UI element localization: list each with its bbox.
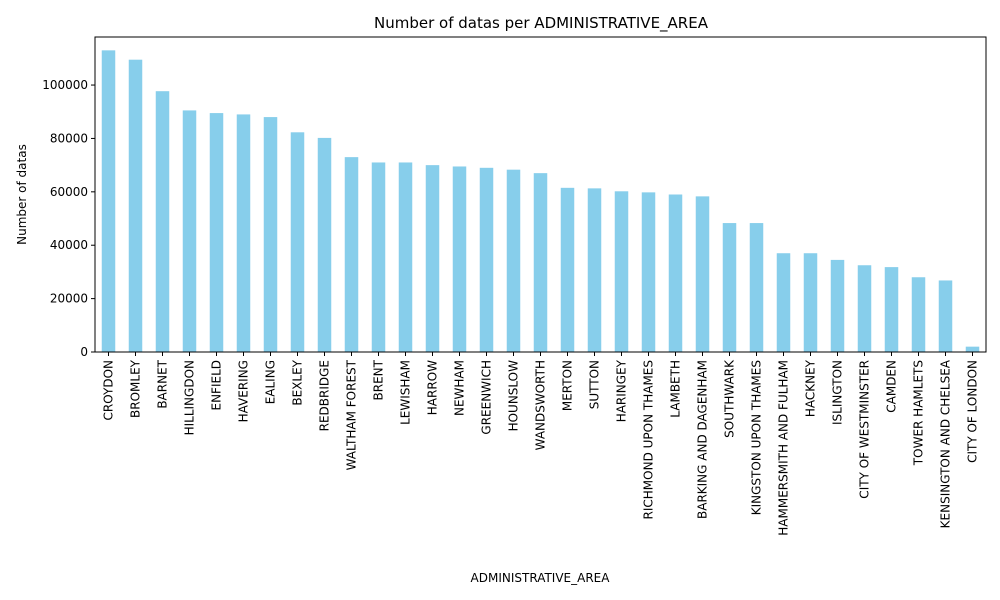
bar-redbridge [317,137,332,352]
y-tick-label: 100000 [42,78,88,92]
x-tick-label: SOUTHWARK [723,359,737,438]
x-tick-label: BARKING AND DAGENHAM [696,360,710,519]
bar-barnet [155,91,170,353]
bars-group [101,50,980,353]
x-tick-label: EALING [264,360,278,404]
bar-richmond-upon-thames [641,192,656,352]
bar-hammersmith-and-fulham [776,253,791,352]
bar-hackney [803,253,818,352]
y-tick-label: 40000 [50,238,88,252]
bar-merton [560,187,575,352]
bar-ealing [263,117,278,352]
bar-lewisham [398,162,413,352]
x-tick-label: GREENWICH [480,360,494,435]
bar-city-of-london [965,346,980,352]
bar-bexley [290,132,305,352]
bar-hounslow [506,169,521,352]
bar-harrow [425,165,440,352]
x-tick-label: HACKNEY [804,359,818,417]
x-tick-label: NEWHAM [453,360,467,416]
x-tick-label: KENSINGTON AND CHELSEA [939,359,953,528]
x-tick-label: BROMLEY [129,359,143,418]
x-tick-label: CITY OF LONDON [966,360,980,463]
bar-haringey [614,191,629,352]
x-tick-label: CITY OF WESTMINSTER [858,360,872,499]
x-tick-label: KINGSTON UPON THAMES [750,360,764,515]
y-tick-label: 60000 [50,185,88,199]
x-tick-label: HILLINGDON [183,360,197,435]
x-tick-label: HOUNSLOW [507,360,521,432]
y-tick-label: 20000 [50,292,88,306]
x-tick-label: LAMBETH [669,360,683,418]
bar-lambeth [668,194,683,352]
x-tick-label: WANDSWORTH [534,360,548,450]
x-tick-label: ISLINGTON [831,360,845,425]
x-tick-label: LEWISHAM [399,360,413,425]
x-tick-label: WALTHAM FOREST [345,359,359,470]
bar-kingston-upon-thames [749,223,764,352]
bar-bromley [128,59,143,353]
x-tick-label: RICHMOND UPON THAMES [642,360,656,519]
y-axis: 0 20000 40000 60000 80000 100000 [42,78,95,359]
x-tick-label: BARNET [156,359,170,408]
x-axis-label: ADMINISTRATIVE_AREA [471,571,611,585]
x-tick-label: HAMMERSMITH AND FULHAM [777,360,791,536]
bar-brent [371,162,386,352]
x-axis: CROYDON BROMLEY BARNET HILLINGDON ENFIELD HAV… [102,352,980,536]
x-tick-label: HARROW [426,360,440,415]
x-tick-label: CROYDON [102,360,116,421]
bar-tower-hamlets [911,277,926,352]
bar-southwark [722,223,737,352]
bar-greenwich [479,167,494,352]
x-tick-label: REDBRIDGE [318,360,332,431]
bar-sutton [587,188,602,352]
bar-waltham-forest [344,157,359,352]
x-tick-label: CAMDEN [885,360,899,413]
x-tick-label: ENFIELD [210,360,224,411]
x-tick-label: BRENT [372,359,386,400]
bar-city-of-westminster [857,265,872,352]
chart-title: Number of datas per ADMINISTRATIVE_AREA [374,14,709,33]
bar-enfield [209,113,224,352]
bar-hillingdon [182,110,197,353]
y-tick-label: 80000 [50,131,88,145]
bar-croydon [101,50,116,352]
x-tick-label: TOWER HAMLETS [912,360,926,466]
y-axis-label: Number of datas [15,144,29,245]
x-tick-label: HARINGEY [615,359,629,422]
bar-kensington-and-chelsea [938,280,953,352]
plot-frame [94,36,987,353]
bar-newham [452,166,467,352]
y-tick-label: 0 [80,345,88,359]
x-tick-label: BEXLEY [291,359,305,405]
bar-camden [884,267,899,352]
x-tick-label: HAVERING [237,360,251,422]
bar-barking-and-dagenham [695,196,710,352]
bar-islington [830,259,845,352]
bar-havering [236,114,251,352]
bar-wandsworth [533,173,548,352]
x-tick-label: SUTTON [588,360,602,409]
x-tick-label: MERTON [561,360,575,411]
